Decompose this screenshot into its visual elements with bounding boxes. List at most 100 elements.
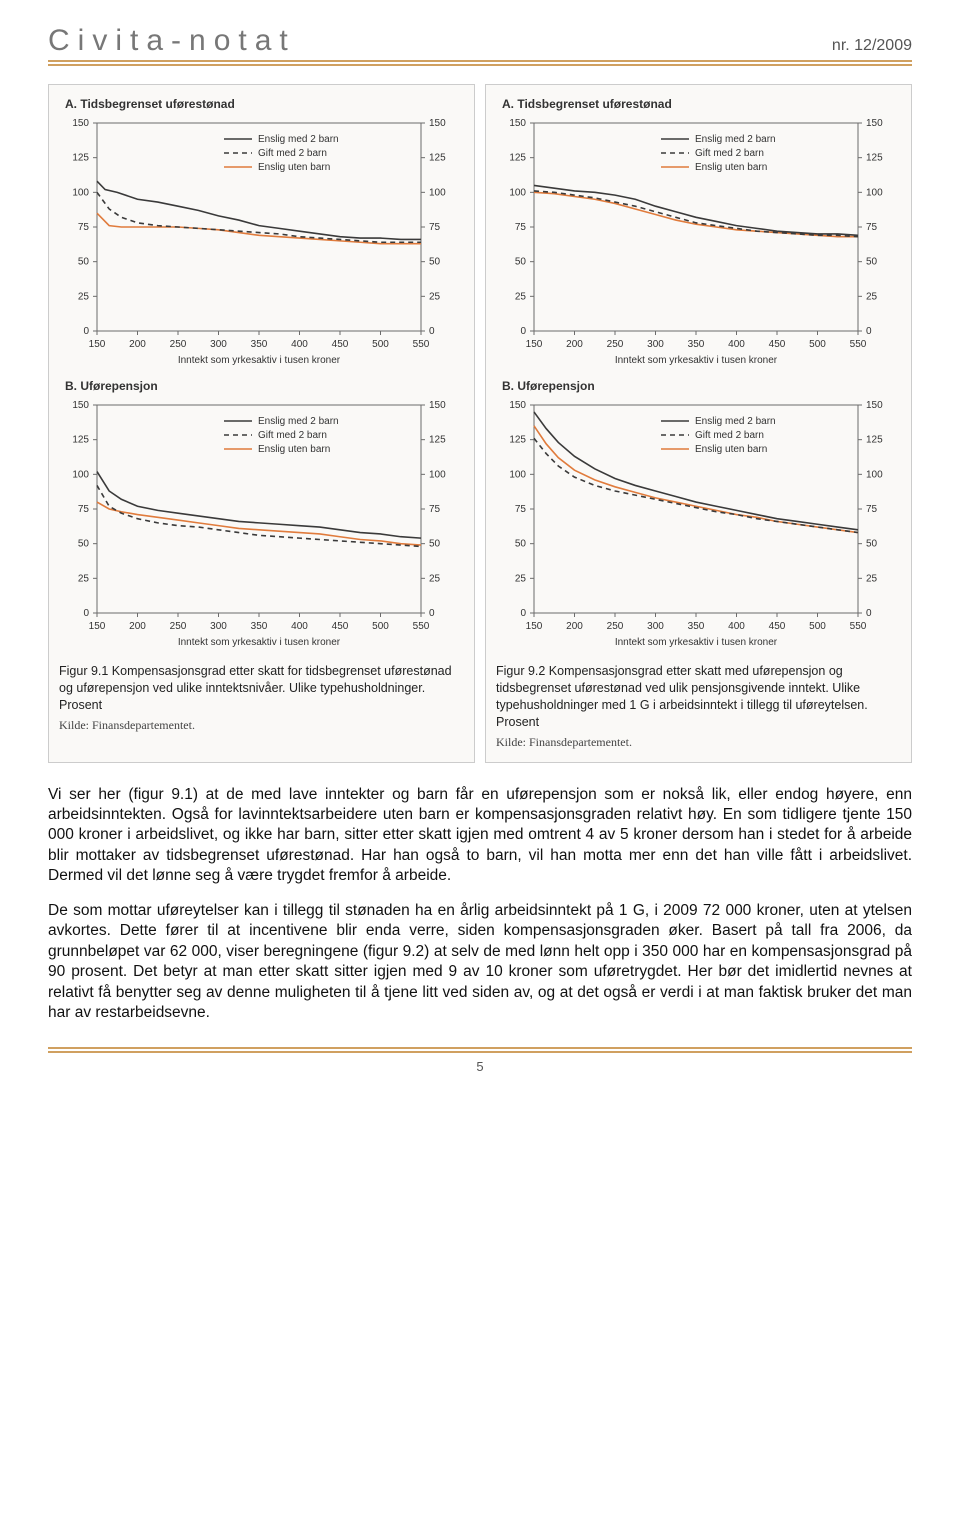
svg-text:50: 50 (866, 539, 878, 550)
svg-text:0: 0 (866, 326, 872, 337)
chart-9-2-b: 0025255050757510010012512515015015020025… (496, 395, 896, 655)
svg-text:Enslig med 2 barn: Enslig med 2 barn (258, 134, 339, 145)
svg-text:25: 25 (515, 291, 527, 302)
panel-a-title-left: A. Tidsbegrenset uførestønad (65, 97, 464, 111)
svg-text:200: 200 (566, 339, 583, 350)
svg-text:25: 25 (515, 573, 527, 584)
svg-text:100: 100 (429, 187, 446, 198)
svg-text:Enslig med 2 barn: Enslig med 2 barn (258, 416, 339, 427)
svg-text:450: 450 (332, 621, 349, 632)
svg-text:500: 500 (809, 339, 826, 350)
svg-text:125: 125 (509, 435, 526, 446)
issue-number: nr. 12/2009 (832, 37, 912, 55)
svg-text:550: 550 (850, 621, 867, 632)
svg-text:550: 550 (850, 339, 867, 350)
svg-text:Enslig uten barn: Enslig uten barn (695, 444, 767, 455)
svg-text:125: 125 (72, 435, 89, 446)
chart-9-2-a: 0025255050757510010012512515015015020025… (496, 113, 896, 373)
svg-text:50: 50 (515, 539, 527, 550)
svg-text:150: 150 (72, 118, 89, 129)
svg-text:0: 0 (520, 326, 526, 337)
svg-text:Gift med 2 barn: Gift med 2 barn (258, 430, 327, 441)
svg-text:300: 300 (210, 621, 227, 632)
svg-text:25: 25 (429, 573, 441, 584)
svg-text:450: 450 (769, 621, 786, 632)
svg-text:125: 125 (866, 153, 883, 164)
svg-text:Inntekt som yrkesaktiv i tusen: Inntekt som yrkesaktiv i tusen kroner (615, 355, 778, 366)
svg-text:500: 500 (372, 621, 389, 632)
svg-text:150: 150 (866, 118, 883, 129)
svg-text:200: 200 (129, 621, 146, 632)
svg-text:25: 25 (78, 291, 90, 302)
svg-text:125: 125 (72, 153, 89, 164)
svg-text:300: 300 (210, 339, 227, 350)
svg-text:300: 300 (647, 339, 664, 350)
masthead-title: Civita-notat (48, 24, 296, 58)
svg-text:100: 100 (72, 187, 89, 198)
page-header: Civita-notat nr. 12/2009 (48, 18, 912, 60)
svg-text:150: 150 (866, 400, 883, 411)
svg-text:100: 100 (72, 469, 89, 480)
body-text: Vi ser her (figur 9.1) at de med lave in… (48, 785, 912, 1024)
paragraph-2: De som mottar uføreytelser kan i tillegg… (48, 901, 912, 1024)
svg-text:Inntekt som yrkesaktiv i tusen: Inntekt som yrkesaktiv i tusen kroner (178, 355, 341, 366)
svg-text:0: 0 (83, 326, 89, 337)
svg-text:25: 25 (78, 573, 90, 584)
page-number: 5 (48, 1059, 912, 1074)
svg-text:250: 250 (607, 621, 624, 632)
svg-text:125: 125 (429, 153, 446, 164)
svg-text:Enslig med 2 barn: Enslig med 2 barn (695, 134, 776, 145)
svg-text:100: 100 (509, 187, 526, 198)
svg-text:250: 250 (170, 339, 187, 350)
svg-text:350: 350 (688, 621, 705, 632)
svg-text:Enslig uten barn: Enslig uten barn (258, 162, 330, 173)
svg-text:550: 550 (413, 339, 430, 350)
svg-text:150: 150 (72, 400, 89, 411)
svg-text:50: 50 (78, 539, 90, 550)
svg-text:200: 200 (566, 621, 583, 632)
svg-text:50: 50 (429, 539, 441, 550)
svg-text:125: 125 (509, 153, 526, 164)
svg-text:Gift med 2 barn: Gift med 2 barn (695, 148, 764, 159)
svg-text:100: 100 (866, 187, 883, 198)
figure-9-1: A. Tidsbegrenset uførestønad 0 0 25 25 50 50 7… (48, 84, 475, 763)
figure-9-1-source: Kilde: Finansdepartementet. (59, 718, 464, 733)
svg-text:125: 125 (429, 435, 446, 446)
svg-text:350: 350 (688, 339, 705, 350)
svg-text:25: 25 (429, 291, 441, 302)
figure-9-2-caption: Figur 9.2 Kompensasjonsgrad etter skatt … (496, 663, 901, 731)
svg-text:25: 25 (866, 573, 878, 584)
svg-text:0: 0 (429, 326, 435, 337)
footer-rule (48, 1047, 912, 1053)
svg-text:Inntekt som yrkesaktiv i tusen: Inntekt som yrkesaktiv i tusen kroner (178, 637, 341, 648)
svg-text:550: 550 (413, 621, 430, 632)
svg-text:350: 350 (251, 621, 268, 632)
svg-text:450: 450 (769, 339, 786, 350)
svg-text:75: 75 (78, 222, 90, 233)
svg-text:0: 0 (429, 608, 435, 619)
svg-text:350: 350 (251, 339, 268, 350)
svg-text:300: 300 (647, 621, 664, 632)
svg-text:75: 75 (866, 504, 878, 515)
header-rule (48, 60, 912, 66)
svg-text:500: 500 (809, 621, 826, 632)
svg-text:400: 400 (291, 339, 308, 350)
svg-text:150: 150 (89, 621, 106, 632)
svg-text:150: 150 (509, 118, 526, 129)
svg-text:75: 75 (866, 222, 878, 233)
svg-text:500: 500 (372, 339, 389, 350)
svg-text:75: 75 (515, 504, 527, 515)
svg-text:Gift med 2 barn: Gift med 2 barn (258, 148, 327, 159)
svg-text:Enslig med 2 barn: Enslig med 2 barn (695, 416, 776, 427)
svg-text:75: 75 (78, 504, 90, 515)
figure-9-1-caption: Figur 9.1 Kompensasjonsgrad etter skatt … (59, 663, 464, 714)
svg-text:75: 75 (515, 222, 527, 233)
svg-text:150: 150 (89, 339, 106, 350)
svg-text:50: 50 (866, 257, 878, 268)
chart-9-1-b: 0025255050757510010012512515015015020025… (59, 395, 459, 655)
svg-text:100: 100 (866, 469, 883, 480)
panel-a-title-right: A. Tidsbegrenset uførestønad (502, 97, 901, 111)
svg-text:400: 400 (728, 621, 745, 632)
svg-text:75: 75 (429, 504, 441, 515)
svg-text:400: 400 (291, 621, 308, 632)
